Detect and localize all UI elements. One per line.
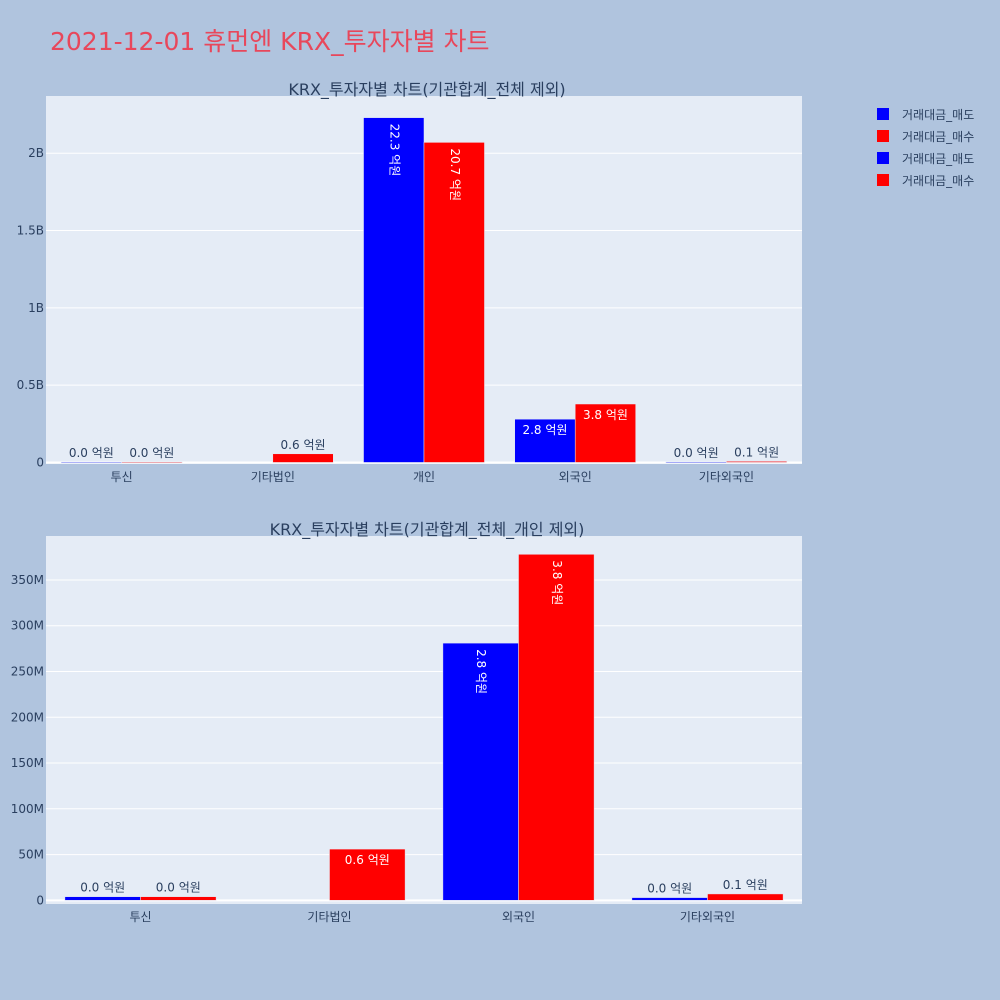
- data-label: 0.0 억원: [156, 881, 201, 895]
- bar: [726, 461, 788, 463]
- legend-label: 거래대금_매수: [902, 173, 975, 188]
- x-tick-label: 기타외국인: [680, 910, 735, 924]
- x-tick-label: 기타법인: [251, 470, 295, 484]
- legend-swatch: [877, 174, 889, 186]
- data-label: 0.0 억원: [69, 446, 114, 460]
- legend-swatch: [877, 130, 889, 142]
- y-tick-label: 2B: [28, 146, 44, 160]
- data-label: 0.6 억원: [281, 438, 326, 452]
- data-label: 2.8 억원: [474, 649, 488, 694]
- y-tick-label: 200M: [11, 710, 44, 724]
- data-label: 22.3 억원: [387, 124, 401, 177]
- bar: [574, 403, 636, 463]
- x-tick-label: 기타법인: [307, 910, 351, 924]
- y-tick-label: 300M: [11, 619, 44, 633]
- data-label: 0.0 억원: [674, 446, 719, 460]
- legend-item[interactable]: 거래대금_매도: [870, 147, 974, 169]
- legend-swatch: [877, 152, 889, 164]
- chart-panel-2: KRX_투자자별 차트(기관합계_전체_개인 제외) 0 50M 100M 150M 20…: [11, 520, 802, 924]
- y-tick-label: 350M: [11, 573, 44, 587]
- y-tick-label: 1B: [28, 301, 44, 315]
- bar: [665, 461, 727, 464]
- data-label: 3.8 억원: [550, 560, 564, 605]
- bar: [363, 117, 425, 463]
- chart-panel-1: KRX_투자자별 차트(기관합계_전체 제외) 0 0.5B 1B 1.5B 2B 투신 0.…: [17, 80, 802, 484]
- data-label: 0.0 억원: [129, 446, 174, 460]
- legend-label: 거래대금_매도: [902, 151, 975, 166]
- x-tick-label: 개인: [413, 470, 435, 484]
- x-tick-label: 외국인: [502, 910, 535, 924]
- x-tick-label: 외국인: [559, 470, 592, 484]
- bar: [272, 453, 334, 463]
- y-tick-label: 1.5B: [17, 224, 44, 238]
- data-label: 0.1 억원: [734, 445, 779, 459]
- y-tick-label: 250M: [11, 664, 44, 678]
- bar: [707, 893, 784, 901]
- data-label: 0.6 억원: [345, 853, 390, 867]
- data-label: 3.8 억원: [583, 408, 628, 422]
- y-tick-label: 50M: [18, 848, 44, 862]
- legend-swatch: [877, 108, 889, 120]
- x-tick-label: 기타외국인: [699, 470, 754, 484]
- data-label: 2.8 억원: [522, 423, 567, 437]
- legend-item[interactable]: 거래대금_매수: [870, 125, 974, 147]
- y-tick-label: 0: [36, 455, 44, 469]
- bar: [442, 642, 519, 901]
- legend-label: 거래대금_매수: [902, 129, 975, 144]
- bar: [329, 848, 406, 901]
- bar: [64, 896, 141, 901]
- legend-item[interactable]: 거래대금_매도: [870, 103, 974, 125]
- data-label: 0.0 억원: [647, 882, 692, 896]
- plot-area: [46, 536, 802, 904]
- chart-title: KRX_투자자별 차트(기관합계_전체_개인 제외): [270, 520, 585, 540]
- y-tick-label: 100M: [11, 802, 44, 816]
- legend-item[interactable]: 거래대금_매수: [870, 169, 974, 191]
- page-title: 2021-12-01 휴먼엔 KRX_투자자별 차트: [50, 27, 490, 56]
- bar: [60, 461, 122, 464]
- x-tick-label: 투신: [129, 910, 151, 924]
- data-label: 0.0 억원: [80, 881, 125, 895]
- data-label: 0.1 억원: [723, 878, 768, 892]
- chart-title: KRX_투자자별 차트(기관합계_전체 제외): [288, 80, 565, 100]
- y-tick-label: 150M: [11, 756, 44, 770]
- bar: [631, 897, 708, 901]
- bar: [518, 554, 595, 901]
- legend-label: 거래대금_매도: [902, 107, 975, 122]
- legend: 거래대금_매도 거래대금_매수 거래대금_매도 거래대금_매수: [870, 103, 974, 191]
- x-tick-label: 투신: [111, 470, 133, 484]
- data-label: 20.7 억원: [448, 148, 462, 201]
- bar: [121, 461, 183, 464]
- bar: [140, 896, 217, 901]
- y-tick-label: 0: [36, 893, 44, 907]
- bar: [423, 142, 485, 463]
- y-tick-label: 0.5B: [17, 378, 44, 392]
